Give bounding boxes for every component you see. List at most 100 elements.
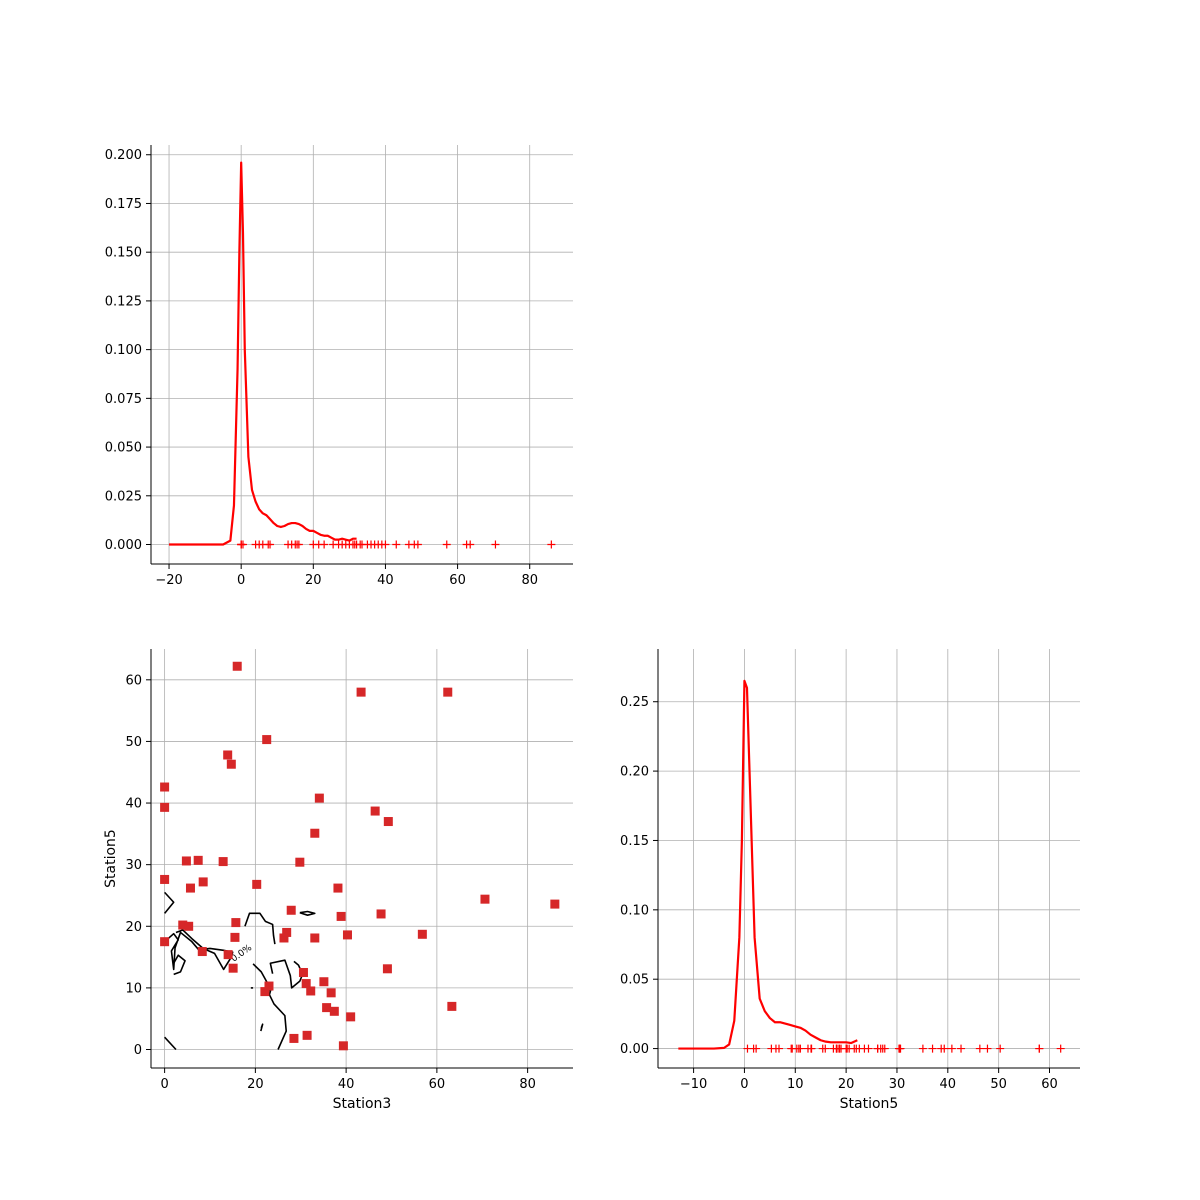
plot-area — [169, 161, 556, 549]
y-tick-label: 0.15 — [620, 834, 649, 849]
rug-marker — [928, 1044, 937, 1053]
rug-marker — [918, 1044, 927, 1053]
scatter-point — [326, 988, 336, 998]
scatter-point — [480, 894, 490, 904]
scatter-point — [314, 793, 324, 803]
scatter-point — [295, 857, 305, 867]
x-tick-label: 0 — [740, 1077, 748, 1092]
y-tick-label: 50 — [125, 735, 142, 750]
x-axis-label: Station5 — [840, 1096, 899, 1112]
scatter-point — [370, 806, 380, 816]
x-tick-label: 40 — [940, 1077, 957, 1092]
y-tick-label: 0.20 — [620, 765, 649, 780]
scatter-point — [306, 986, 316, 996]
scatter-point — [160, 802, 170, 812]
rug-marker — [864, 1044, 873, 1053]
x-tick-label: 20 — [838, 1077, 855, 1092]
y-tick-label: 0.125 — [105, 294, 142, 309]
y-tick-label: 0.200 — [105, 148, 142, 163]
y-tick-label: 0.075 — [105, 392, 142, 407]
y-tick-label: 0.025 — [105, 489, 142, 504]
rug-marker — [752, 1044, 761, 1053]
rug-marker — [957, 1044, 966, 1053]
x-tick-label: 20 — [305, 573, 322, 588]
scatter-point — [319, 977, 329, 987]
y-tick-label: 0.25 — [620, 695, 649, 710]
y-tick-label: 0.100 — [105, 343, 142, 358]
y-tick-label: 0.050 — [105, 441, 142, 456]
scatter-point — [193, 855, 203, 865]
scatter-point — [226, 759, 236, 769]
y-axis-label: Station5 — [103, 829, 119, 888]
scatter-point — [264, 981, 274, 991]
scatter-point — [282, 927, 292, 937]
scatter-point — [231, 918, 241, 928]
scatter-point — [160, 874, 170, 884]
rug-marker — [320, 540, 329, 549]
scatter-point — [223, 750, 233, 760]
rug-marker — [796, 1044, 805, 1053]
y-tick-label: 0.000 — [105, 538, 142, 553]
rug-marker — [775, 1044, 784, 1053]
y-tick-label: 20 — [125, 920, 142, 935]
rug-marker — [442, 540, 451, 549]
rug-marker — [547, 540, 556, 549]
kde-curve — [678, 679, 858, 1050]
rug-marker — [996, 1044, 1005, 1053]
scatter-point — [383, 817, 393, 827]
rug-marker — [491, 540, 500, 549]
y-tick-label: 40 — [125, 797, 142, 812]
density-contour — [172, 954, 186, 976]
x-tick-label: 60 — [1041, 1077, 1058, 1092]
scatter-point — [346, 1012, 356, 1022]
scatter-point — [550, 899, 560, 909]
scatter-point — [329, 1006, 339, 1016]
scatter-point — [310, 933, 320, 943]
rug-marker — [983, 1044, 992, 1053]
scatter-point — [301, 979, 311, 989]
scatter-point — [376, 909, 386, 919]
rug-marker — [381, 540, 390, 549]
rug-marker — [975, 1044, 984, 1053]
x-axis-label: Station3 — [333, 1096, 392, 1112]
x-tick-label: 50 — [990, 1077, 1007, 1092]
rug-marker — [821, 1044, 830, 1053]
x-tick-label: 40 — [338, 1077, 355, 1092]
scatter-point — [198, 877, 208, 887]
scatter-point — [279, 933, 289, 943]
rug-marker — [896, 1044, 905, 1053]
scatter-point — [342, 930, 352, 940]
scatter-point — [447, 1001, 457, 1011]
scatter-point — [333, 883, 343, 893]
scatter-point — [223, 950, 233, 960]
scatter-point — [286, 905, 296, 915]
y-tick-label: 0.05 — [620, 973, 649, 988]
scatter-point — [382, 964, 392, 974]
scatter-point — [230, 932, 240, 942]
density-contour — [252, 963, 288, 1050]
density-contour — [260, 1023, 264, 1032]
density-contour — [163, 891, 175, 914]
x-tick-label: −10 — [680, 1077, 707, 1092]
rug-marker — [947, 1044, 956, 1053]
rug-marker — [238, 540, 247, 549]
scatter-point — [232, 661, 242, 671]
y-tick-label: 0.00 — [620, 1042, 649, 1057]
rug-marker — [466, 540, 475, 549]
y-tick-label: 10 — [125, 981, 142, 996]
density-contour — [164, 1036, 177, 1051]
scatter-point — [185, 883, 195, 893]
x-tick-label: 40 — [377, 573, 394, 588]
x-tick-label: 10 — [787, 1077, 804, 1092]
kde-station3-panel: −20 0 20 40 60 80 0.000 0.025 0.050 0.075 0.100 0.1… — [105, 145, 573, 588]
x-tick-label: −20 — [155, 573, 182, 588]
x-tick-label: 80 — [519, 1077, 536, 1092]
scatter-point — [289, 1033, 299, 1043]
scatter-point — [302, 1030, 312, 1040]
rug-marker — [880, 1044, 889, 1053]
scatter-point — [252, 879, 262, 889]
x-tick-label: 0 — [237, 573, 245, 588]
scatter-point — [310, 828, 320, 838]
x-tick-label: 0 — [160, 1077, 168, 1092]
